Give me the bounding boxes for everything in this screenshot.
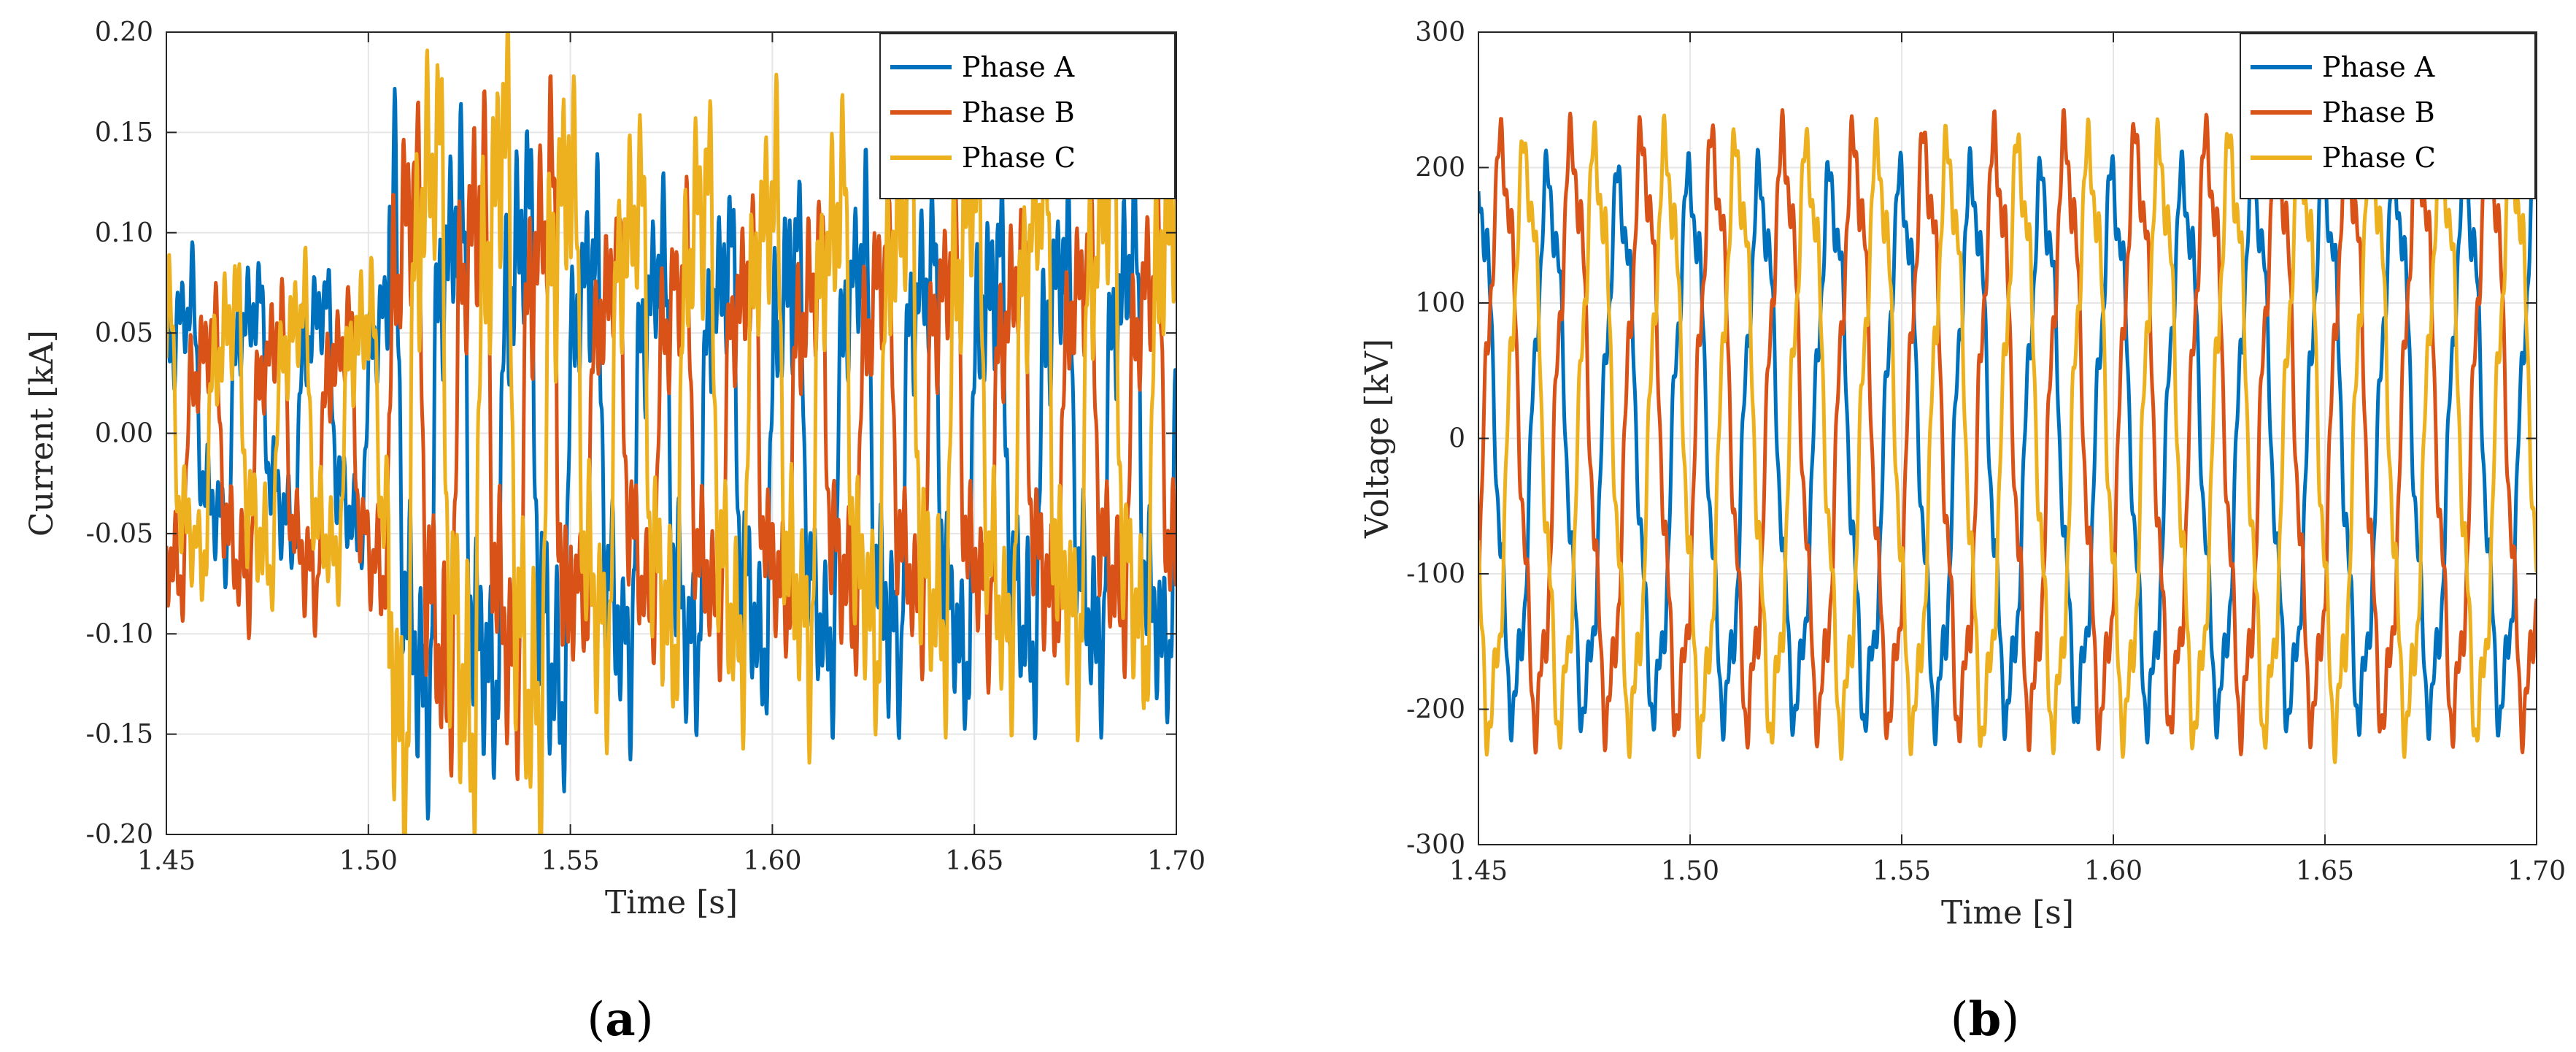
panel-a-legend-label: Phase B: [962, 96, 1075, 128]
panel-a-y-tick-label: 0.20: [95, 18, 153, 47]
panel-b-y-tick-label: -300: [1406, 830, 1465, 860]
panel-a-x-tick-label: 1.50: [339, 846, 398, 876]
panel-a-legend-label: Phase C: [962, 142, 1076, 174]
panel-a-y-tick-label: -0.15: [86, 720, 153, 750]
panel-a-y-tick-label: 0.10: [95, 218, 153, 248]
caption-b: (b): [1951, 992, 2020, 1047]
panel-b-y-tick-label: -200: [1406, 695, 1465, 725]
panel-b: 1.45 1.50 1.55 1.60 1.65 1.70 -300 -200 -100 0 100…: [1359, 18, 2566, 932]
panel-b-y-tick-label: 100: [1415, 288, 1465, 318]
panel-b-series-phase-a: [1478, 146, 2537, 747]
panel-b-series-phase-b: [1478, 106, 2537, 756]
panel-b-x-tick-label: 1.45: [1449, 856, 1508, 886]
panel-b-series-lines: [1478, 106, 2537, 764]
panel-a-series-phase-c: [166, 32, 1176, 834]
panel-b-y-tick-label: 0: [1449, 424, 1465, 454]
panel-b-x-tick-label: 1.50: [1661, 856, 1719, 886]
panel-a-y-tick-label: 0.15: [95, 118, 153, 147]
panel-a-y-tick-label: -0.20: [86, 820, 153, 850]
panel-a: 1.45 1.50 1.55 1.60 1.65 1.70 -0.20 -0.15 -0.10 -…: [23, 18, 1206, 921]
panel-b-y-axis-label: Voltage [kV]: [1359, 339, 1396, 539]
panel-a-y-axis-label: Current [kA]: [23, 330, 61, 537]
panel-a-legend-label: Phase A: [962, 51, 1075, 83]
panel-a-y-tick-label: 0.00: [95, 419, 153, 449]
panel-a-x-tick-label: 1.65: [945, 846, 1003, 876]
panel-a-x-tick-label: 1.55: [541, 846, 600, 876]
panel-b-tick-labels: 1.45 1.50 1.55 1.60 1.65 1.70 -300 -200 -100 0 100…: [1406, 18, 2566, 886]
panel-b-y-tick-label: 300: [1415, 18, 1465, 47]
panel-b-legend-box: [2240, 33, 2536, 199]
panel-b-series-phase-c: [1478, 113, 2537, 764]
panel-a-legend-box: [879, 33, 1176, 199]
panel-b-y-tick-label: -100: [1406, 559, 1465, 589]
caption-b-close: ): [2001, 993, 2019, 1047]
panel-a-x-tick-label: 1.45: [137, 846, 196, 876]
panel-b-legend-label: Phase B: [2322, 96, 2435, 128]
panel-b-legend-label: Phase A: [2322, 51, 2435, 83]
panel-b-x-axis-label: Time [s]: [1941, 894, 2074, 932]
caption-a-label: a: [605, 992, 635, 1047]
panel-a-x-axis-label: Time [s]: [605, 884, 738, 921]
panel-b-x-tick-label: 1.55: [1873, 856, 1931, 886]
panel-a-series-phase-b: [166, 74, 1176, 781]
panel-a-y-tick-label: -0.05: [86, 519, 153, 549]
panel-a-series-lines: [166, 32, 1176, 834]
caption-a: (a): [587, 992, 653, 1047]
panel-a-x-tick-label: 1.70: [1147, 846, 1206, 876]
caption-b-open: (: [1951, 993, 1969, 1047]
panel-b-x-tick-label: 1.70: [2507, 856, 2566, 886]
panel-b-legend: Phase A Phase B Phase C: [2240, 33, 2536, 199]
caption-a-open: (: [587, 993, 605, 1047]
caption-b-label: b: [1969, 992, 2002, 1047]
panel-b-x-tick-label: 1.60: [2084, 856, 2143, 886]
panel-a-y-tick-label: -0.10: [86, 619, 153, 649]
panel-a-tick-labels: 1.45 1.50 1.55 1.60 1.65 1.70 -0.20 -0.15 -0.10 -…: [86, 18, 1206, 876]
panel-b-x-tick-label: 1.65: [2296, 856, 2354, 886]
panel-b-legend-label: Phase C: [2322, 142, 2436, 174]
panel-a-legend: Phase A Phase B Phase C: [879, 33, 1176, 199]
panel-b-y-tick-label: 200: [1415, 153, 1465, 183]
panel-a-y-tick-label: 0.05: [95, 318, 153, 348]
panel-a-x-tick-label: 1.60: [743, 846, 801, 876]
caption-a-close: ): [636, 993, 654, 1047]
